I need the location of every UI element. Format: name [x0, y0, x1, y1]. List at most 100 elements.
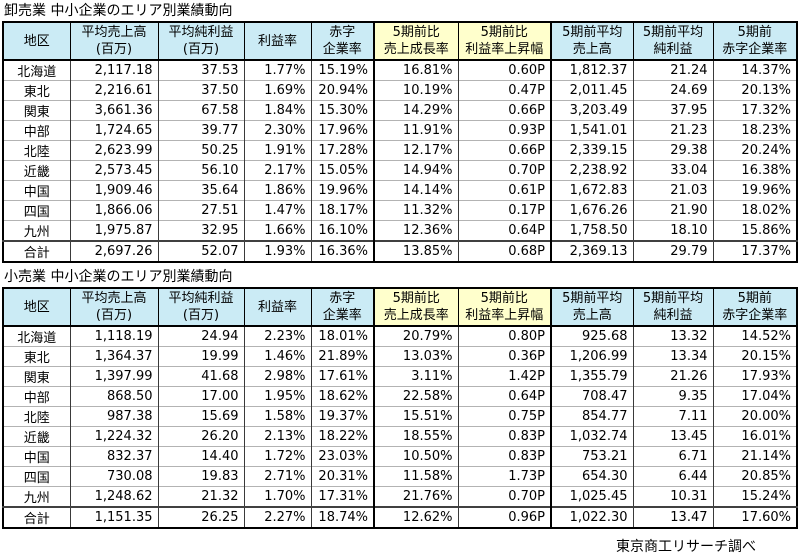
- value-cell-avg-sales: 987.38: [70, 406, 159, 427]
- value-cell-loss-company-rate-5y-ago: 14.37%: [713, 59, 798, 81]
- value-cell-avg-net-profit: 14.40: [158, 446, 245, 467]
- region-cell: 合計: [3, 506, 71, 528]
- region-cell: 九州: [3, 486, 71, 507]
- column-header-loss-company-rate: 赤字 企業率: [310, 287, 375, 327]
- value-cell-profit-rate: 1.72%: [244, 446, 312, 467]
- value-cell-avg-net-profit: 19.99: [158, 346, 245, 367]
- region-cell: 東北: [3, 80, 71, 101]
- column-header-loss-company-rate: 赤字 企業率: [310, 21, 375, 61]
- value-cell-loss-company-rate-5y-ago: 18.23%: [713, 120, 798, 141]
- region-cell: 近畿: [3, 426, 71, 447]
- wholesale-table: 地区 平均売上高 (百万) 平均純利益 (百万) 利益率 赤字 企業率 5期前比 売上成長…: [2, 21, 798, 263]
- value-cell-profit-rate-rise-vs-5y: 0.61P: [458, 180, 552, 201]
- value-cell-loss-company-rate-5y-ago: 17.60%: [713, 506, 798, 528]
- column-header-avg-sales: 平均売上高 (百万): [69, 21, 159, 61]
- column-header-avg-net-profit-5y-ago: 5期前平均 純利益: [632, 21, 714, 61]
- value-cell-profit-rate-rise-vs-5y: 0.60P: [458, 59, 552, 81]
- value-cell-avg-sales-5y-ago: 1,541.01: [550, 120, 634, 141]
- value-cell-avg-net-profit-5y-ago: 29.38: [633, 140, 714, 161]
- value-cell-avg-net-profit-5y-ago: 21.03: [633, 180, 714, 201]
- value-cell-loss-company-rate: 15.19%: [311, 59, 375, 81]
- value-cell-loss-company-rate: 21.89%: [311, 346, 375, 367]
- value-cell-loss-company-rate: 17.28%: [311, 140, 375, 161]
- value-cell-avg-sales-5y-ago: 925.68: [550, 325, 634, 347]
- table-row: 北海道 1,118.19 24.94 2.23% 18.01% 20.79% 0.80P 92…: [3, 325, 798, 347]
- value-cell-avg-sales: 1,724.65: [70, 120, 159, 141]
- column-header-avg-net-profit: 平均純利益 (百万): [157, 21, 245, 61]
- value-cell-avg-net-profit-5y-ago: 7.11: [633, 406, 714, 427]
- value-cell-avg-sales-5y-ago: 854.77: [550, 406, 634, 427]
- value-cell-avg-net-profit: 15.69: [158, 406, 245, 427]
- region-cell: 北陸: [3, 406, 71, 427]
- value-cell-avg-sales-5y-ago: 1,025.45: [550, 486, 634, 507]
- table-row: 中国 832.37 14.40 1.72% 23.03% 10.50% 0.83P 753.2…: [3, 446, 798, 467]
- value-cell-avg-sales-5y-ago: 1,758.50: [550, 220, 634, 241]
- region-cell: 中国: [3, 180, 71, 201]
- value-cell-avg-net-profit-5y-ago: 13.47: [633, 506, 714, 528]
- value-cell-avg-sales: 2,623.99: [70, 140, 159, 161]
- value-cell-avg-net-profit-5y-ago: 29.79: [633, 240, 714, 262]
- table-row: 北海道 2,117.18 37.53 1.77% 15.19% 16.81% 0.60P 1,…: [3, 59, 798, 81]
- value-cell-avg-net-profit: 56.10: [158, 160, 245, 181]
- column-header-avg-sales-5y-ago: 5期前平均 売上高: [550, 287, 634, 327]
- value-cell-avg-net-profit: 41.68: [158, 366, 245, 387]
- table-row: 関東 3,661.36 67.58 1.84% 15.30% 14.29% 0.66P 3,2…: [3, 100, 798, 121]
- column-header-avg-sales: 平均売上高 (百万): [69, 287, 159, 327]
- value-cell-profit-rate: 1.70%: [244, 486, 312, 507]
- value-cell-sales-growth-vs-5y: 18.55%: [373, 426, 459, 447]
- value-cell-loss-company-rate: 18.17%: [311, 200, 375, 221]
- value-cell-profit-rate-rise-vs-5y: 0.47P: [458, 80, 552, 101]
- value-cell-avg-sales: 2,573.45: [70, 160, 159, 181]
- region-cell: 中部: [3, 120, 71, 141]
- value-cell-profit-rate-rise-vs-5y: 0.75P: [458, 406, 552, 427]
- value-cell-sales-growth-vs-5y: 11.58%: [373, 466, 459, 487]
- value-cell-loss-company-rate-5y-ago: 15.24%: [713, 486, 798, 507]
- value-cell-loss-company-rate: 15.05%: [311, 160, 375, 181]
- header-row: 地区 平均売上高 (百万) 平均純利益 (百万) 利益率 赤字 企業率 5期前比 売上成長…: [2, 21, 798, 61]
- value-cell-avg-sales-5y-ago: 708.47: [550, 386, 634, 407]
- value-cell-loss-company-rate-5y-ago: 20.15%: [713, 346, 798, 367]
- value-cell-avg-sales: 832.37: [70, 446, 159, 467]
- value-cell-sales-growth-vs-5y: 15.51%: [373, 406, 459, 427]
- table-row: 北陸 2,623.99 50.25 1.91% 17.28% 12.17% 0.66P 2,3…: [3, 140, 798, 161]
- value-cell-loss-company-rate: 19.37%: [311, 406, 375, 427]
- value-cell-sales-growth-vs-5y: 14.14%: [373, 180, 459, 201]
- value-cell-avg-sales: 2,117.18: [70, 59, 159, 81]
- value-cell-avg-sales: 1,866.06: [70, 200, 159, 221]
- value-cell-loss-company-rate: 16.36%: [311, 240, 375, 262]
- value-cell-avg-sales: 868.50: [70, 386, 159, 407]
- value-cell-avg-sales: 1,909.46: [70, 180, 159, 201]
- value-cell-loss-company-rate-5y-ago: 18.02%: [713, 200, 798, 221]
- value-cell-avg-net-profit-5y-ago: 24.69: [633, 80, 714, 101]
- value-cell-avg-net-profit-5y-ago: 21.90: [633, 200, 714, 221]
- value-cell-profit-rate-rise-vs-5y: 0.96P: [458, 506, 552, 528]
- value-cell-profit-rate: 1.46%: [244, 346, 312, 367]
- column-header-loss-company-rate-5y-ago: 5期前 赤字企業率: [712, 287, 798, 327]
- value-cell-profit-rate-rise-vs-5y: 0.17P: [458, 200, 552, 221]
- value-cell-avg-net-profit: 27.51: [158, 200, 245, 221]
- value-cell-loss-company-rate-5y-ago: 20.85%: [713, 466, 798, 487]
- value-cell-sales-growth-vs-5y: 22.58%: [373, 386, 459, 407]
- region-cell: 北海道: [3, 59, 71, 81]
- region-cell: 北陸: [3, 140, 71, 161]
- value-cell-loss-company-rate-5y-ago: 20.00%: [713, 406, 798, 427]
- value-cell-sales-growth-vs-5y: 10.50%: [373, 446, 459, 467]
- value-cell-profit-rate: 1.69%: [244, 80, 312, 101]
- value-cell-loss-company-rate: 20.31%: [311, 466, 375, 487]
- value-cell-avg-net-profit-5y-ago: 6.44: [633, 466, 714, 487]
- column-header-region: 地区: [2, 21, 71, 61]
- value-cell-avg-sales-5y-ago: 3,203.49: [550, 100, 634, 121]
- value-cell-profit-rate-rise-vs-5y: 0.93P: [458, 120, 552, 141]
- value-cell-avg-net-profit-5y-ago: 9.35: [633, 386, 714, 407]
- value-cell-avg-net-profit: 17.00: [158, 386, 245, 407]
- table-row: 北陸 987.38 15.69 1.58% 19.37% 15.51% 0.75P 854.7…: [3, 406, 798, 427]
- table-row: 中部 868.50 17.00 1.95% 18.62% 22.58% 0.64P 708.4…: [3, 386, 798, 407]
- value-cell-profit-rate-rise-vs-5y: 0.70P: [458, 160, 552, 181]
- value-cell-loss-company-rate: 16.10%: [311, 220, 375, 241]
- value-cell-avg-net-profit: 24.94: [158, 325, 245, 347]
- value-cell-loss-company-rate-5y-ago: 17.93%: [713, 366, 798, 387]
- value-cell-avg-net-profit-5y-ago: 6.71: [633, 446, 714, 467]
- value-cell-profit-rate-rise-vs-5y: 0.80P: [458, 325, 552, 347]
- table-row: 九州 1,248.62 21.32 1.70% 17.31% 21.76% 0.70P 1,0…: [3, 486, 798, 507]
- value-cell-profit-rate: 1.84%: [244, 100, 312, 121]
